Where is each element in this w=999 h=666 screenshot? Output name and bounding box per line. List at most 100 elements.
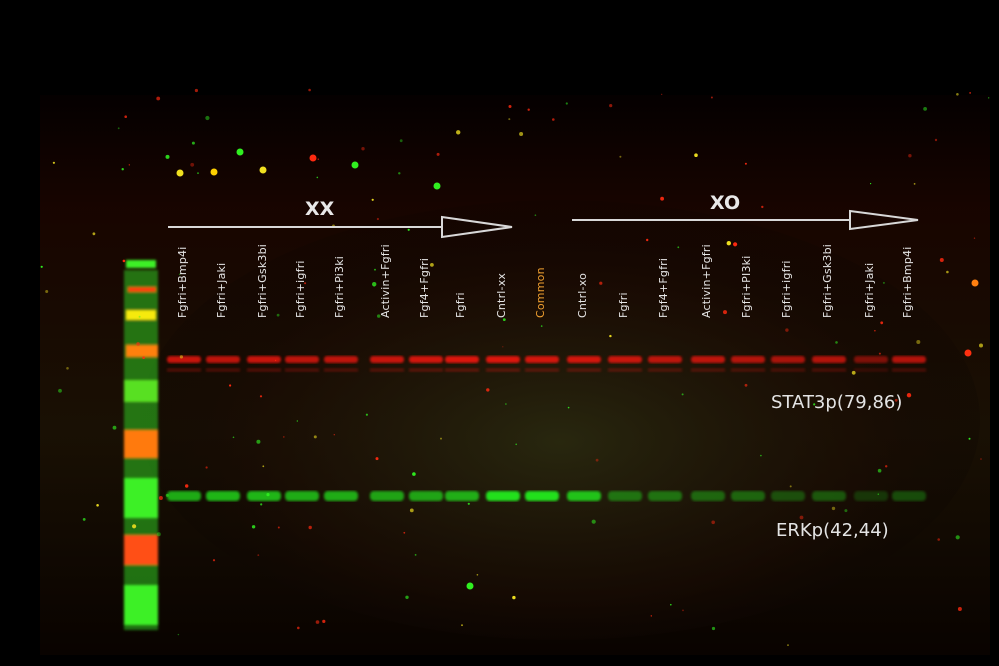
- speckle: [650, 615, 652, 617]
- speckle: [877, 493, 879, 495]
- speckle: [178, 273, 181, 276]
- speckle: [540, 325, 543, 327]
- stat3-faint-band: [445, 368, 479, 372]
- speckle: [851, 370, 856, 375]
- speckle: [351, 161, 359, 169]
- stat3-faint-band: [206, 368, 240, 372]
- speckle: [283, 436, 285, 438]
- speckle: [277, 526, 280, 529]
- lane-label: Fgfri+PI3ki: [740, 255, 753, 318]
- stat3-band: [812, 356, 846, 363]
- lane-label: Fgfri+Jaki: [863, 262, 876, 318]
- speckle: [96, 504, 99, 507]
- stat3-faint-band: [409, 368, 443, 372]
- speckle: [317, 158, 320, 160]
- erk-band: [525, 491, 559, 501]
- lane-label: Fgf4+Fgfri: [657, 257, 670, 318]
- erk-band: [691, 491, 725, 501]
- speckle: [179, 355, 183, 359]
- speckle: [436, 152, 440, 156]
- lane-label: Fgfri+igfri: [780, 260, 793, 318]
- erk-band: [247, 491, 281, 501]
- speckle: [939, 258, 944, 262]
- speckle: [934, 138, 938, 142]
- speckle: [128, 164, 130, 166]
- stat3-faint-band: [648, 368, 682, 372]
- erk-band: [567, 491, 601, 501]
- lane-label: Fgfri+Gsk3bi: [256, 243, 269, 318]
- speckle: [955, 535, 960, 540]
- speckle: [744, 162, 747, 165]
- stat3-band: [285, 356, 319, 363]
- speckle: [552, 118, 555, 121]
- erk-band: [486, 491, 520, 501]
- speckle: [190, 162, 195, 167]
- speckle: [988, 97, 990, 99]
- speckle: [45, 290, 49, 293]
- speckle: [711, 626, 716, 631]
- stat3-faint-band: [370, 368, 404, 372]
- band-label-erk: ERKp(42,44): [776, 520, 889, 541]
- speckle: [964, 349, 972, 357]
- speckle: [874, 330, 876, 332]
- speckle: [142, 356, 145, 360]
- speckle: [682, 609, 684, 612]
- lane-label: Fgfri+Bmp4i: [176, 246, 189, 318]
- speckle: [52, 161, 56, 164]
- lane-label: Fgfri+igfri: [294, 260, 307, 318]
- stat3-band: [892, 356, 926, 363]
- speckle: [276, 313, 280, 317]
- erk-band: [731, 491, 765, 501]
- stat3-band: [691, 356, 725, 363]
- speckle: [372, 282, 377, 287]
- ladder-band: [128, 287, 156, 292]
- speckle: [266, 493, 270, 497]
- speckle: [210, 168, 218, 176]
- speckle: [165, 493, 169, 497]
- speckle: [711, 520, 715, 525]
- speckle: [176, 169, 184, 177]
- speckle: [979, 343, 983, 348]
- speckle: [374, 268, 376, 271]
- speckle: [398, 172, 401, 175]
- speckle: [58, 388, 62, 393]
- speckle: [799, 515, 804, 520]
- speckle: [262, 465, 265, 468]
- speckle: [726, 241, 731, 246]
- ladder-band: [126, 260, 156, 268]
- speckle: [229, 384, 232, 387]
- speckle: [968, 437, 971, 440]
- speckle: [409, 508, 414, 513]
- speckle: [565, 102, 568, 105]
- lane-label: Fgf4+Fgfri: [418, 257, 431, 318]
- speckle: [595, 458, 599, 462]
- speckle: [534, 214, 537, 216]
- speckle: [82, 518, 86, 521]
- speckle: [405, 595, 409, 599]
- lane-label: Fgfri+Bmp4i: [901, 246, 914, 318]
- lane-label: Fgfri: [617, 292, 630, 318]
- speckle: [476, 574, 479, 576]
- speckle: [908, 154, 912, 158]
- ladder-band: [124, 380, 158, 402]
- speckle: [440, 437, 442, 440]
- speckle: [236, 148, 244, 156]
- speckle: [403, 531, 406, 534]
- speckle: [957, 607, 962, 611]
- speckle: [158, 496, 163, 500]
- speckle: [121, 168, 124, 171]
- erk-band: [445, 491, 479, 501]
- speckle: [710, 96, 713, 99]
- lane-label: Fgfri+Pi3ki: [333, 255, 346, 318]
- speckle: [256, 439, 261, 444]
- speckle: [885, 465, 888, 468]
- speckle: [591, 519, 596, 524]
- speckle: [973, 237, 976, 239]
- speckle: [375, 457, 379, 461]
- speckle: [124, 115, 127, 118]
- speckle: [251, 525, 256, 529]
- speckle: [377, 314, 381, 318]
- speckle: [980, 458, 982, 460]
- ladder-band: [124, 430, 158, 458]
- stat3-band: [648, 356, 682, 363]
